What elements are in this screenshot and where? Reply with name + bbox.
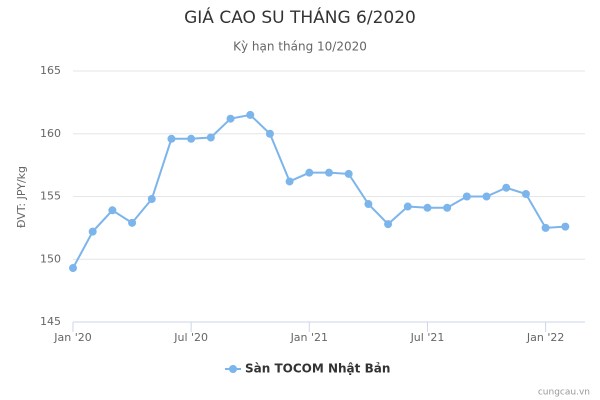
legend-label: Sàn TOCOM Nhật Bản xyxy=(245,362,390,376)
data-point xyxy=(462,192,471,201)
x-tick-label: Jul '20 xyxy=(173,331,208,344)
x-tick-label: Jul '21 xyxy=(410,331,445,344)
data-point xyxy=(305,168,314,177)
y-tick-label: 155 xyxy=(40,190,61,203)
chart-subtitle: Kỳ hạn tháng 10/2020 xyxy=(233,40,367,54)
data-point xyxy=(187,134,196,143)
data-point xyxy=(541,223,550,232)
data-point xyxy=(108,206,117,215)
data-point xyxy=(246,110,255,119)
y-tick-label: 160 xyxy=(40,127,61,140)
data-point xyxy=(265,129,274,138)
data-point xyxy=(206,133,215,142)
y-axis-title: ĐVT: JPY/kg xyxy=(15,166,28,228)
x-tick-label: Jan '21 xyxy=(290,331,328,344)
series-line xyxy=(72,113,566,269)
data-point xyxy=(423,203,432,212)
data-point xyxy=(167,134,176,143)
data-point xyxy=(502,183,511,192)
data-point xyxy=(403,202,412,211)
chart-title: GIÁ CAO SU THÁNG 6/2020 xyxy=(184,6,416,28)
data-point xyxy=(344,169,353,178)
credit: cungcau.vn xyxy=(538,388,590,398)
y-tick-label: 145 xyxy=(40,315,61,328)
data-point xyxy=(147,195,156,204)
data-point xyxy=(364,200,373,209)
data-point xyxy=(521,189,530,198)
legend-marker xyxy=(229,365,237,373)
data-point xyxy=(482,192,491,201)
data-point xyxy=(285,177,294,186)
data-point xyxy=(443,203,452,212)
data-point xyxy=(561,222,570,231)
data-point xyxy=(128,218,137,227)
data-point xyxy=(226,114,235,123)
data-point xyxy=(69,264,77,273)
y-tick-label: 150 xyxy=(40,252,61,265)
data-point xyxy=(325,168,333,177)
y-tick-label: 165 xyxy=(40,64,61,77)
x-tick-label: Jan '22 xyxy=(526,331,564,344)
data-point xyxy=(88,227,97,236)
x-tick-label: Jan '20 xyxy=(53,331,91,344)
data-point xyxy=(384,220,393,229)
